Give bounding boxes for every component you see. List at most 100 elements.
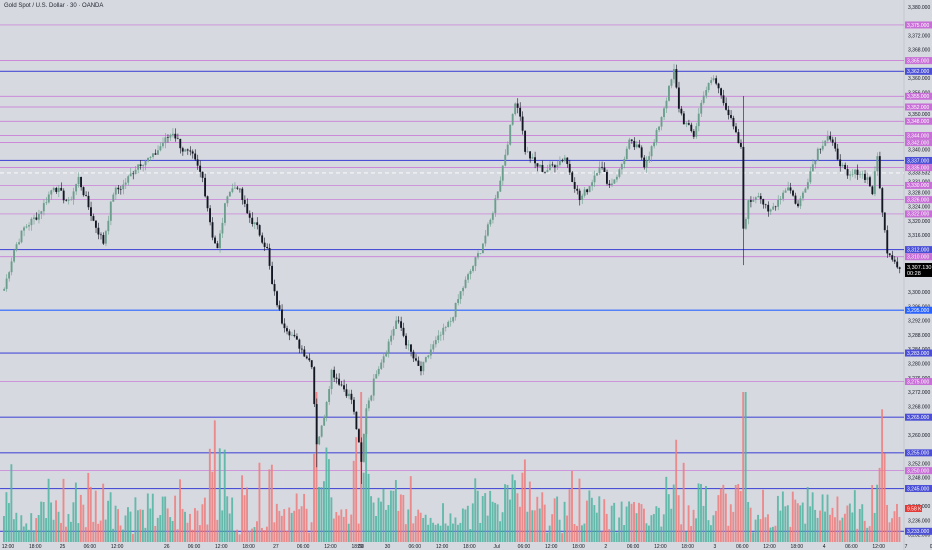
volume-bar — [30, 513, 33, 542]
volume-bar — [380, 501, 382, 542]
candle — [87, 195, 90, 208]
candle — [233, 187, 236, 189]
volume-bar — [744, 392, 747, 542]
level-tag-label: 3,335.000 — [907, 165, 929, 171]
candle — [645, 160, 648, 168]
volume-bar — [829, 514, 831, 542]
volume-bar — [759, 519, 762, 542]
volume-bar — [781, 491, 784, 542]
volume-bar — [712, 515, 715, 542]
candle — [112, 194, 115, 202]
volume-bar — [35, 518, 38, 542]
volume-bar — [372, 502, 375, 542]
candle — [888, 253, 891, 256]
volume-bar — [129, 511, 132, 542]
volume-bar — [303, 493, 306, 542]
candle — [50, 190, 53, 195]
volume-bar — [109, 492, 112, 542]
volume-bar — [583, 523, 586, 542]
x-tick-label: 26 — [164, 544, 170, 550]
candle — [665, 100, 668, 109]
candle — [506, 144, 509, 155]
volume-bar — [509, 499, 511, 542]
y-tick-label: 3,268.000 — [908, 404, 930, 410]
candle — [586, 189, 589, 193]
candle — [444, 326, 447, 328]
volume-bar — [198, 525, 201, 542]
candle — [382, 356, 385, 363]
volume-bar — [42, 501, 45, 542]
x-tick-label: 12:00 — [215, 544, 228, 550]
candle — [196, 159, 199, 166]
y-tick-label: 3,360.000 — [908, 76, 930, 82]
candle — [221, 222, 224, 234]
volume-bar — [144, 527, 147, 542]
candle — [385, 353, 388, 357]
candle — [863, 173, 866, 180]
candle — [675, 69, 678, 88]
candle — [305, 356, 308, 359]
volume-bar — [40, 501, 43, 542]
candle — [653, 141, 656, 147]
candle — [730, 115, 732, 118]
volume-bar — [340, 509, 343, 542]
y-tick-label: 3,368.000 — [908, 48, 930, 54]
candle — [85, 195, 87, 196]
candle — [754, 197, 757, 200]
candle — [757, 196, 760, 198]
candle — [457, 299, 460, 303]
volume-bar — [347, 523, 350, 542]
candle — [45, 202, 48, 204]
volume-bar — [831, 507, 834, 542]
volume-bar — [724, 493, 727, 542]
candle — [273, 284, 276, 292]
candle — [558, 160, 561, 165]
x-tick-label: 12:00 — [872, 544, 885, 550]
countdown-label: 00:28 — [907, 271, 921, 277]
volume-bar — [107, 500, 110, 542]
candle — [548, 164, 551, 171]
volume-bar — [667, 494, 670, 542]
candle — [893, 259, 896, 262]
candle — [546, 170, 549, 173]
volume-bar — [74, 482, 77, 542]
volume-bar — [722, 484, 725, 542]
x-tick-label: 4 — [823, 544, 826, 550]
volume-bar — [174, 495, 177, 542]
volume-bar — [362, 472, 365, 542]
volume-tag-label: 9.58 K — [907, 506, 922, 512]
candle — [886, 230, 889, 254]
volume-bar — [598, 496, 601, 542]
y-tick-label: 3,292.000 — [908, 319, 930, 325]
volume-bar — [429, 517, 432, 542]
candle — [166, 137, 169, 138]
candle — [854, 169, 856, 175]
volume-bar — [345, 509, 348, 542]
volume-bar — [891, 518, 893, 542]
candle — [695, 126, 698, 137]
candle — [447, 321, 450, 327]
candle — [124, 182, 127, 185]
candle — [891, 255, 894, 260]
candle — [469, 270, 472, 275]
candle — [613, 179, 616, 184]
level-tag — [905, 210, 932, 218]
level-tag — [905, 349, 932, 357]
candle — [824, 140, 827, 146]
candle — [449, 321, 452, 322]
volume-bar — [700, 483, 702, 542]
candle — [868, 177, 871, 187]
candle — [251, 217, 254, 225]
candle — [119, 189, 122, 190]
volume-bar — [576, 525, 578, 542]
candle — [174, 133, 177, 139]
candle — [462, 287, 465, 292]
volume-bar — [323, 481, 325, 542]
candle — [501, 165, 504, 181]
volume-bar — [464, 509, 467, 542]
candle — [782, 192, 785, 199]
volume-bar — [392, 490, 395, 542]
y-tick-label: 3,288.000 — [908, 333, 930, 339]
candle — [75, 184, 78, 192]
